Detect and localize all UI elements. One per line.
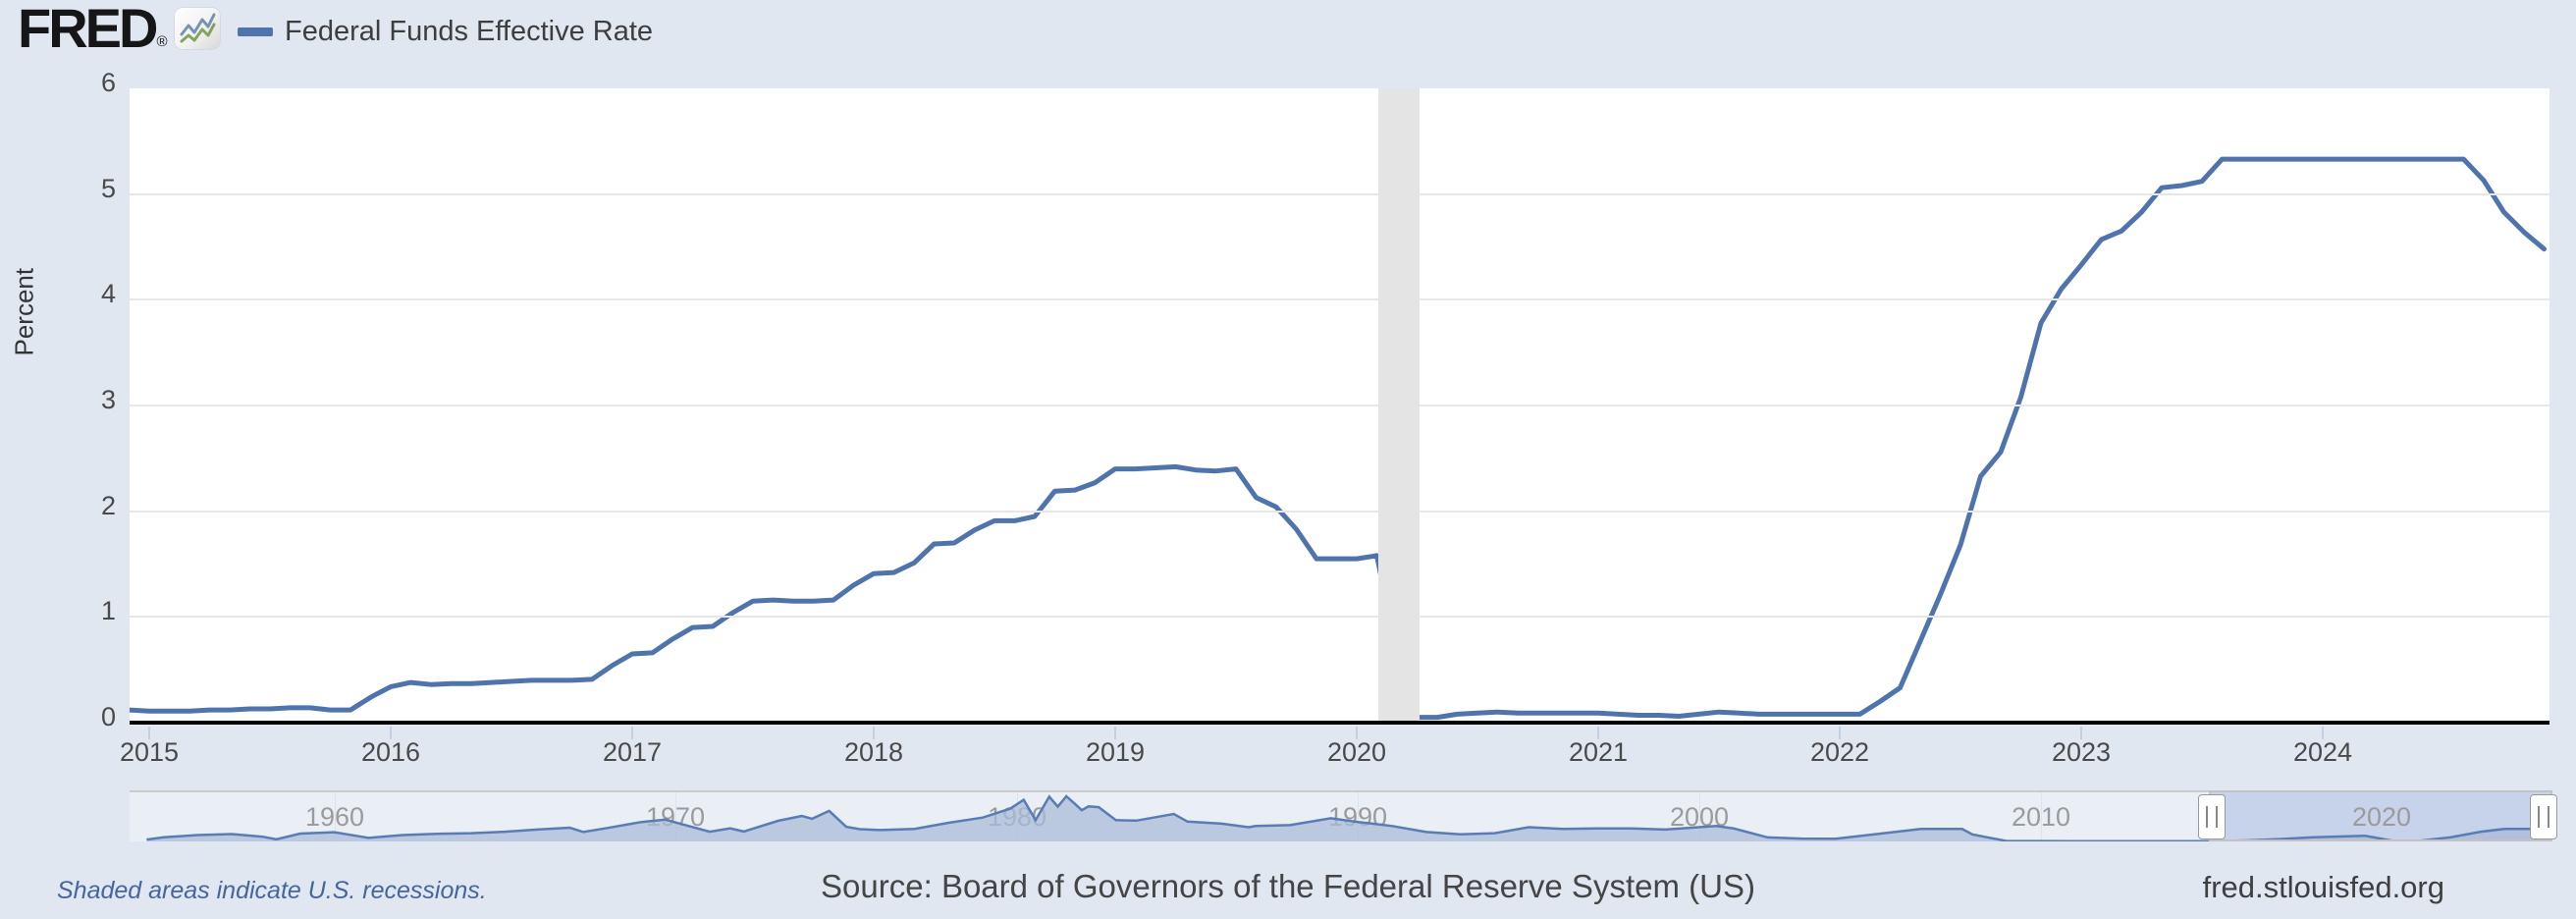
- plot-area[interactable]: [130, 88, 2549, 723]
- fred-logo[interactable]: FRED ®: [18, 0, 220, 59]
- navigator-decade-gridline: [2041, 792, 2042, 841]
- navigator-decade-gridline: [1699, 792, 1700, 841]
- rate-line-series: [130, 156, 2547, 721]
- y-tick-label: 5: [100, 173, 116, 203]
- x-tick-label: 2020: [1326, 737, 1387, 767]
- navigator-decade-gridline: [335, 792, 336, 841]
- x-tick-mark: [631, 727, 633, 739]
- gridline: [130, 192, 2549, 195]
- x-tick-mark: [2080, 727, 2082, 739]
- x-tick-label: 2017: [602, 737, 663, 767]
- source-text: Source: Board of Governors of the Federa…: [821, 868, 1755, 904]
- x-tick-mark: [873, 727, 875, 739]
- registered-mark: ®: [156, 33, 168, 50]
- brush-handle-left[interactable]: [2198, 794, 2226, 839]
- navigator-decade-label: 2020: [2351, 802, 2412, 832]
- navigator-decade-gridline: [1358, 792, 1359, 841]
- grip-icon: [2538, 806, 2549, 828]
- line-chart-icon: [174, 8, 220, 49]
- x-tick-mark: [1356, 727, 1358, 739]
- brush-selection[interactable]: [2209, 790, 2552, 841]
- x-tick-mark: [1114, 727, 1116, 739]
- navigator-decade-label: 2010: [2011, 802, 2071, 832]
- x-tick-label: 2022: [1809, 737, 1870, 767]
- legend-swatch: [238, 27, 273, 36]
- grip-icon: [2206, 806, 2218, 828]
- navigator-decade-label: 1960: [304, 802, 365, 832]
- x-axis-baseline: [130, 721, 2549, 725]
- brush-handle-right[interactable]: [2530, 794, 2557, 839]
- x-tick-mark: [390, 727, 392, 739]
- y-tick-label: 6: [100, 67, 116, 97]
- gridline: [130, 616, 2549, 619]
- recession-band: [1378, 88, 1420, 723]
- x-tick-label: 2023: [2051, 737, 2112, 767]
- x-tick-label: 2015: [119, 737, 180, 767]
- recession-note-link[interactable]: Shaded areas indicate U.S. recessions.: [57, 877, 487, 904]
- gridline: [130, 404, 2549, 406]
- legend[interactable]: Federal Funds Effective Rate: [238, 14, 653, 49]
- fred-site-text: fred.stlouisfed.org: [2202, 870, 2444, 904]
- x-tick-label: 2019: [1085, 737, 1146, 767]
- gridline: [130, 298, 2549, 301]
- x-tick-mark: [2322, 727, 2324, 739]
- x-tick-mark: [1597, 727, 1599, 739]
- y-tick-label: 0: [100, 702, 116, 731]
- legend-series-label: Federal Funds Effective Rate: [285, 15, 654, 47]
- x-tick-label: 2024: [2292, 737, 2353, 767]
- y-tick-label: 1: [100, 596, 116, 626]
- chart-header: FRED ® Federal Funds Effective Rate: [0, 0, 2576, 61]
- y-tick-label: 2: [100, 490, 116, 520]
- x-tick-label: 2021: [1568, 737, 1629, 767]
- y-axis-title: Percent: [9, 267, 39, 356]
- navigator-decade-gridline: [675, 792, 676, 841]
- x-tick-mark: [148, 727, 150, 739]
- navigator-area-series: [146, 794, 2550, 841]
- y-tick-label: 4: [100, 279, 116, 309]
- range-selector[interactable]: 1960197019801990200020102020: [130, 790, 2557, 841]
- gridline: [130, 510, 2549, 513]
- fred-logo-text: FRED: [18, 0, 158, 59]
- x-tick-mark: [1839, 727, 1841, 739]
- x-tick-label: 2018: [843, 737, 904, 767]
- x-tick-label: 2016: [360, 737, 421, 767]
- y-tick-label: 3: [100, 384, 116, 414]
